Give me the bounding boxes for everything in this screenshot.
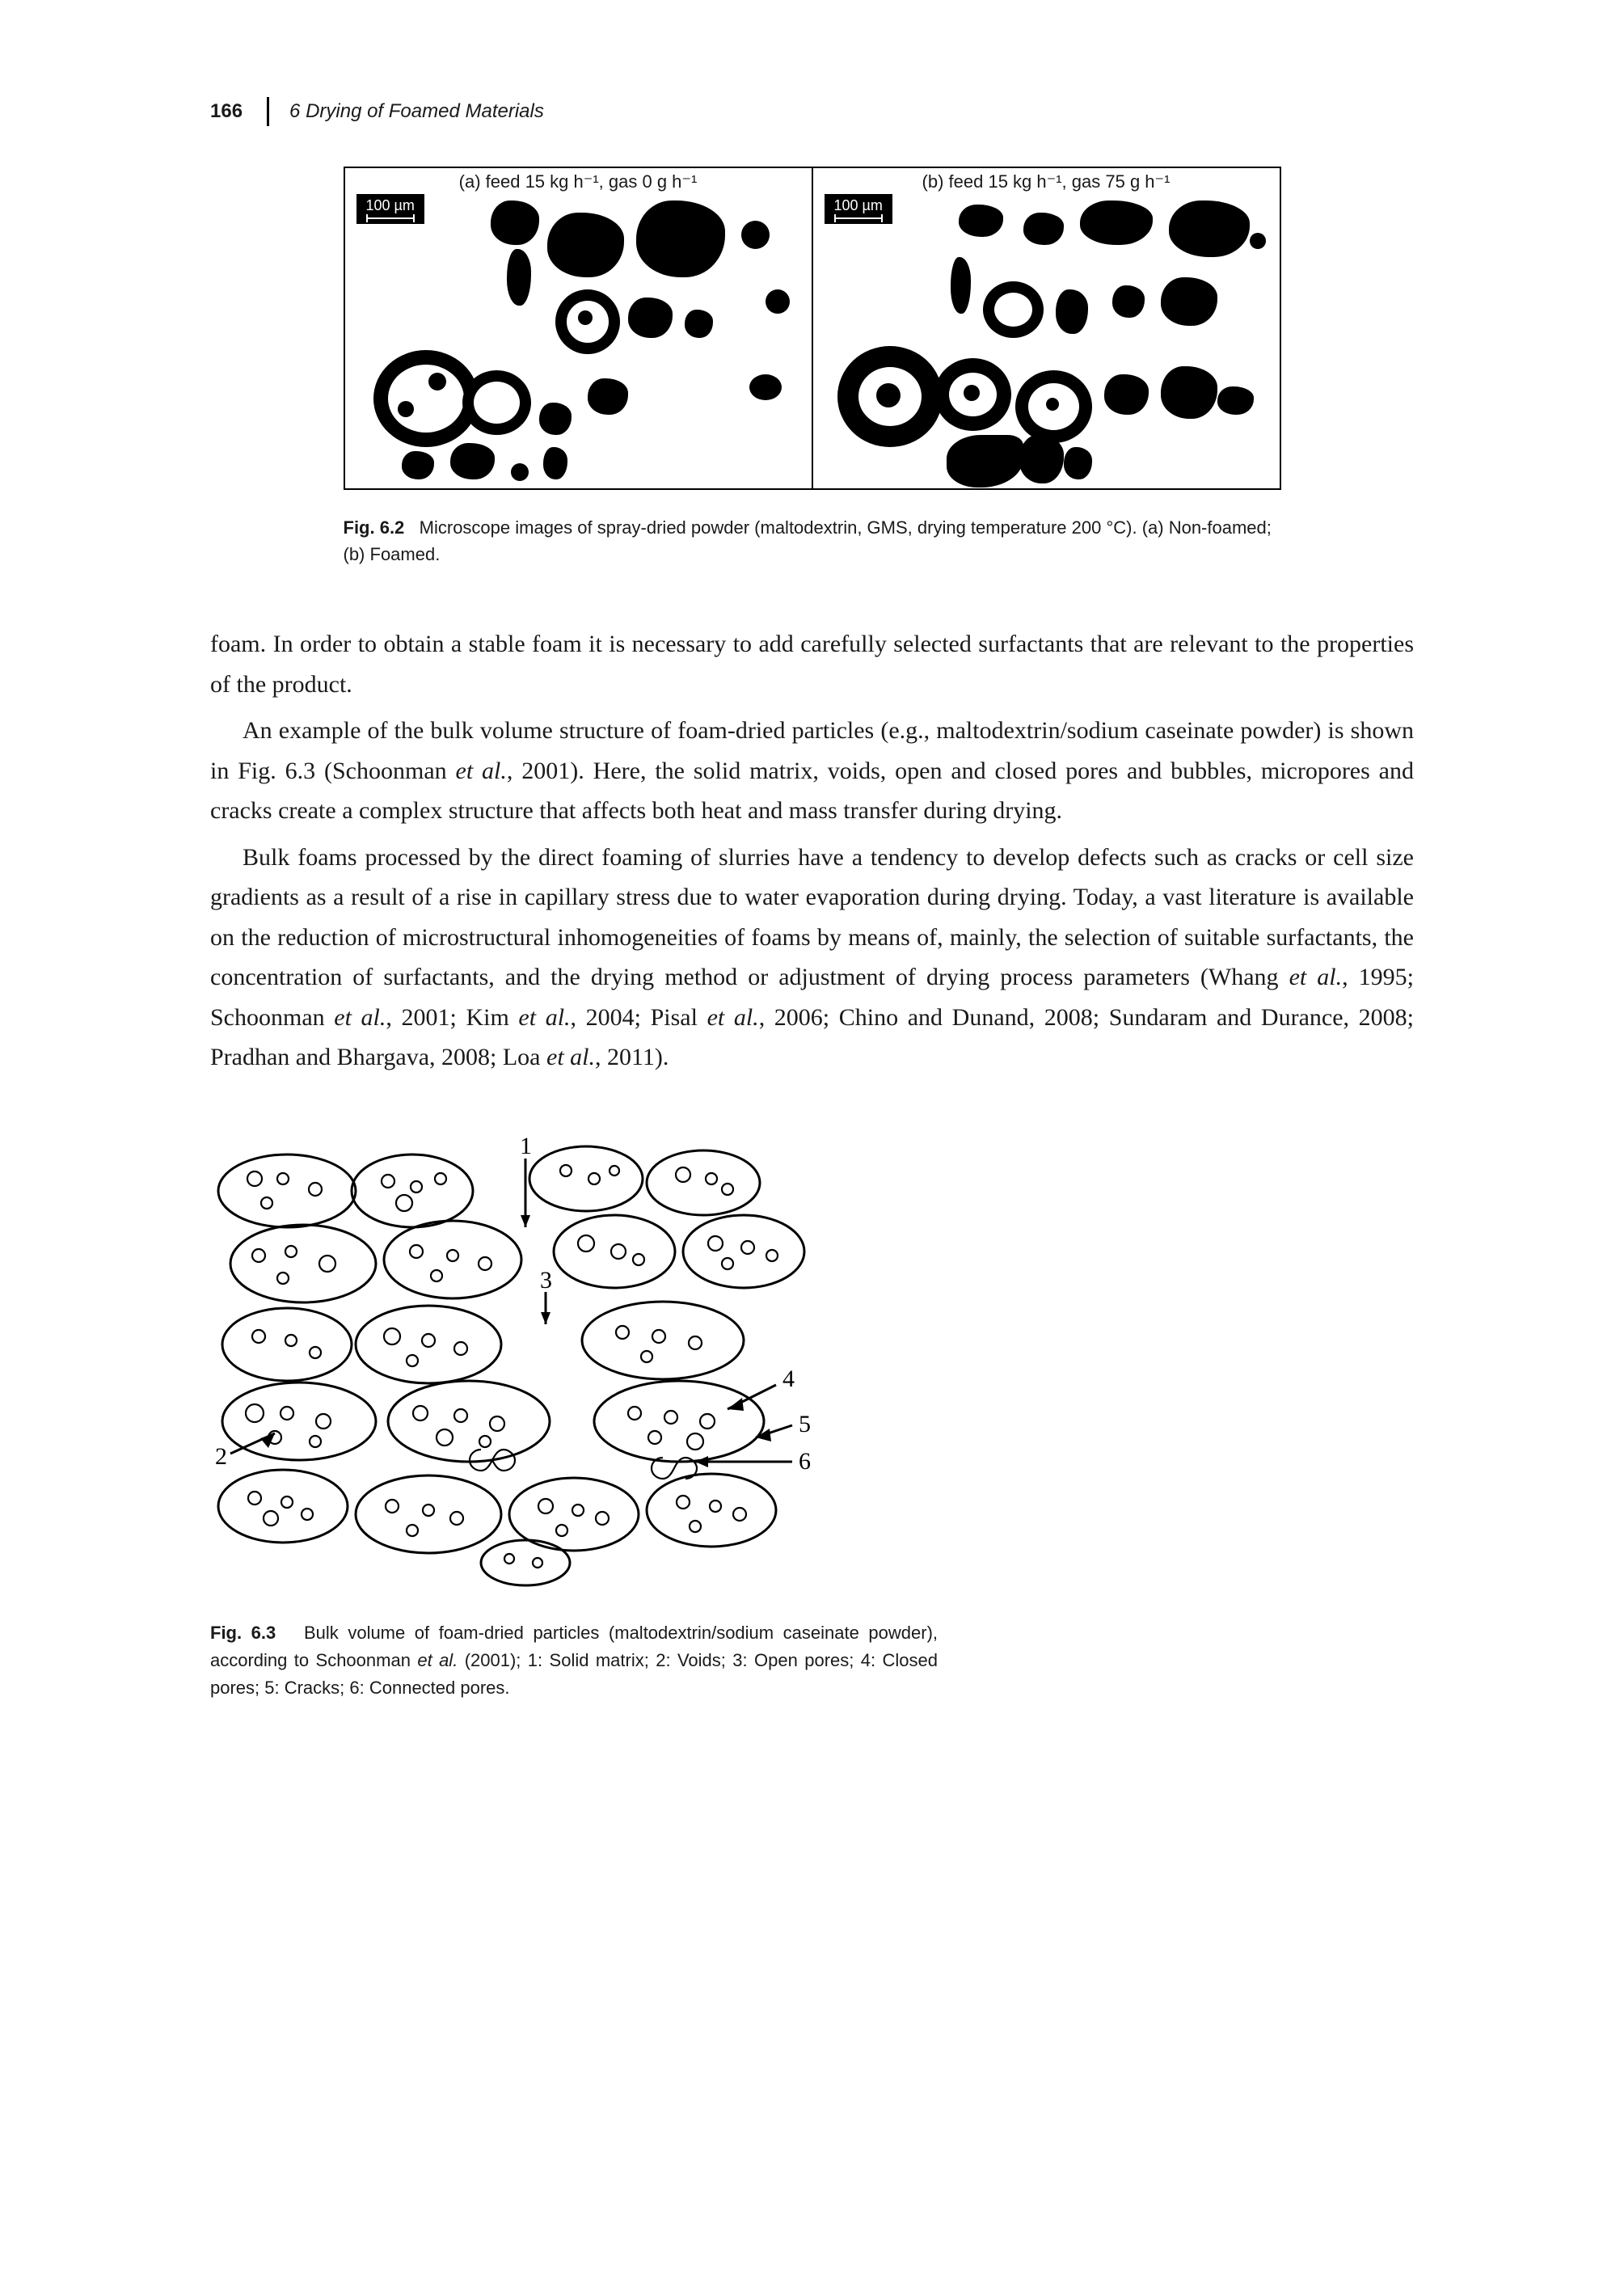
scale-bar-a-label: 100 µm	[366, 197, 415, 213]
scale-bar-b: 100 µm	[825, 194, 892, 224]
fig63-label-4: 4	[782, 1365, 795, 1392]
p3-seg-d: , 2004; Pisal	[571, 1004, 707, 1031]
figure-6-2-label: Fig. 6.2	[344, 517, 405, 538]
paragraph-1: foam. In order to obtain a stable foam i…	[210, 624, 1414, 704]
header-divider	[267, 97, 269, 126]
figure-6-2: (a) feed 15 kg h⁻¹, gas 0 g h⁻¹ 100 µm	[344, 167, 1281, 568]
p3-seg-c: , 2001; Kim	[386, 1004, 518, 1031]
fig63-label-1: 1	[520, 1134, 532, 1159]
p3-em2: et al.	[334, 1004, 386, 1031]
paragraph-3: Bulk foams processed by the direct foami…	[210, 838, 1414, 1078]
scale-bar-b-label: 100 µm	[834, 197, 883, 213]
figure-6-3-diagram: 1 3 2 4 5 6	[210, 1134, 938, 1587]
scale-bar-a: 100 µm	[356, 194, 424, 224]
figure-6-2-caption-body: Microscope images of spray-dried powder …	[344, 517, 1272, 564]
figure-6-3: 1 3 2 4 5 6 Fig. 6.3 Bulk volume of foam…	[210, 1134, 938, 1702]
figure-6-2-caption-text	[409, 517, 419, 538]
fig63-label-5: 5	[799, 1411, 811, 1437]
figure-6-3-label: Fig. 6.3	[210, 1623, 276, 1643]
p3-seg-f: , 2011).	[595, 1044, 669, 1070]
body-text: foam. In order to obtain a stable foam i…	[210, 624, 1414, 1078]
p3-seg-a: Bulk foams processed by the direct foami…	[210, 844, 1414, 991]
chapter-reference: 6 Drying of Foamed Materials	[289, 100, 544, 123]
figure-6-2-panel-a: (a) feed 15 kg h⁻¹, gas 0 g h⁻¹ 100 µm	[345, 168, 812, 488]
fig63-label-2: 2	[215, 1443, 227, 1470]
p2-em1: et al.	[456, 758, 507, 784]
figure-6-3-caption-spacer	[285, 1623, 304, 1643]
paragraph-2: An example of the bulk volume structure …	[210, 711, 1414, 831]
p3-em4: et al.	[707, 1004, 759, 1031]
figure-6-2-caption: Fig. 6.2 Microscope images of spray-drie…	[344, 514, 1281, 568]
panel-b-title: (b) feed 15 kg h⁻¹, gas 75 g h⁻¹	[922, 171, 1171, 192]
p3-em5: et al.	[546, 1044, 595, 1070]
page-header: 166 6 Drying of Foamed Materials	[210, 97, 1414, 126]
figure-6-3-caption: Fig. 6.3 Bulk volume of foam-dried parti…	[210, 1619, 938, 1702]
figure-6-2-panels: (a) feed 15 kg h⁻¹, gas 0 g h⁻¹ 100 µm	[344, 167, 1281, 490]
figure-6-3-caption-em: et al.	[417, 1650, 458, 1670]
panel-a-title: (a) feed 15 kg h⁻¹, gas 0 g h⁻¹	[459, 171, 698, 192]
p3-em1: et al.	[1289, 964, 1343, 990]
fig63-label-6: 6	[799, 1448, 811, 1475]
figure-6-2-panel-b: (b) feed 15 kg h⁻¹, gas 75 g h⁻¹ 100 µm	[812, 168, 1280, 488]
fig63-label-3: 3	[540, 1267, 552, 1294]
page-number: 166	[210, 100, 243, 123]
p3-em3: et al.	[518, 1004, 570, 1031]
